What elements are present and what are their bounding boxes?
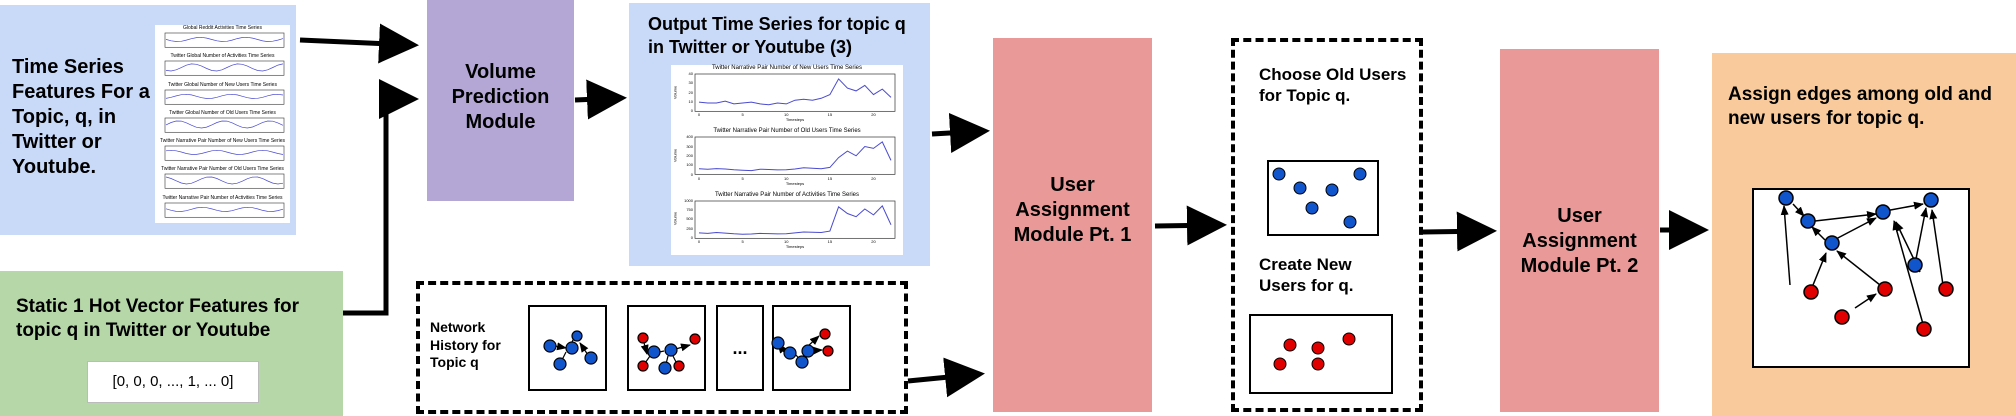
output-x-tick: 15 [827, 112, 833, 118]
final-graph [1778, 190, 1954, 337]
time-series-features-title: Time Series Features For a Topic, q, in … [12, 56, 150, 178]
thumbnail-plot [164, 145, 285, 161]
network-history-title: Network History for Topic q [430, 319, 501, 370]
output-chart-title: Twitter Narrative Pair Number of Activit… [714, 191, 860, 198]
ellipsis-label: ... [732, 338, 748, 358]
thumbnail-plot [164, 60, 285, 76]
old-users-nodes [1272, 167, 1367, 229]
output-xlabel: Timesteps [785, 180, 805, 186]
output-y-tick: 750 [686, 207, 693, 212]
output-charts: Twitter Narrative Pair Number of New Use… [671, 65, 903, 255]
arrow-assign1-to-users [1154, 205, 1227, 246]
output-x-tick: 5 [741, 112, 744, 118]
user-assignment-pt1-title: User Assignment Module Pt. 1 [1013, 174, 1132, 246]
static-features-title: Static 1 Hot Vector Features for topic q… [16, 296, 299, 341]
network-graph-3 [771, 328, 834, 369]
new-users-title: Create New Users for q. [1259, 255, 1354, 296]
arrow-volume-to-output [574, 79, 627, 120]
thumbnail-title: Twitter Narrative Pair Number of New Use… [159, 138, 286, 145]
one-hot-vector: [0, 0, 0, ..., 1, ... 0] [87, 361, 259, 403]
output-y-tick: 400 [686, 134, 693, 140]
thumbnail-title: Twitter Global Number of Old Users Time … [169, 109, 276, 116]
thumbnail-plot [164, 174, 285, 190]
output-y-tick: 40 [688, 71, 693, 76]
flow-arrows [299, 23, 1709, 398]
arrow-users-to-assign2 [1422, 211, 1497, 252]
output-chart-plot [694, 200, 896, 239]
thumbnail-title: Twitter Global Number of New Users Time … [168, 81, 277, 88]
output-chart-title: Twitter Narrative Pair Number of Old Use… [713, 128, 861, 135]
arrow-network-to-assign1 [907, 357, 985, 398]
network-snapshot-1 [528, 305, 607, 391]
output-x-tick: 10 [784, 239, 789, 244]
user-assignment-pt2-title: User Assignment Module Pt. 2 [1520, 205, 1639, 277]
output-series-line [698, 204, 892, 235]
output-y-tick: 250 [686, 225, 693, 231]
output-x-tick: 10 [784, 175, 789, 181]
output-xlabel: Timesteps [785, 244, 805, 249]
new-users-nodes [1273, 332, 1356, 371]
thumbnail-title: Global Reddit Activities Time Series [183, 25, 262, 31]
output-y-tick: 30 [688, 80, 693, 86]
new-users-box [1249, 314, 1393, 394]
feature-thumbnails: Global Reddit Activities Time Series Twit… [155, 25, 290, 223]
output-x-tick: 0 [697, 112, 701, 118]
output-y-tick: 0 [690, 108, 693, 114]
thumbnail-title: Twitter Narrative Pair Number of Old Use… [161, 166, 284, 173]
output-xlabel: Timesteps [785, 117, 805, 123]
output-y-tick: 10 [688, 99, 693, 104]
arrow-output-to-assign1 [931, 113, 990, 153]
users-selection-panel: Choose Old Users for Topic q. Create New… [1231, 38, 1423, 412]
output-x-tick: 5 [741, 239, 744, 244]
user-assignment-module-pt2: User Assignment Module Pt. 2 [1500, 49, 1659, 412]
output-time-series-panel: Output Time Series for topic q in Twitte… [629, 3, 930, 266]
network-graph-1 [543, 330, 598, 371]
output-series-line [698, 78, 892, 106]
static-features-panel: Static 1 Hot Vector Features for topic q… [0, 271, 343, 416]
output-time-series-title: Output Time Series for topic q in Twitte… [648, 14, 906, 57]
output-x-tick: 20 [871, 112, 876, 118]
thumbnail-plot [164, 117, 285, 133]
output-chart-plot [694, 136, 896, 176]
output-x-tick: 0 [697, 175, 701, 181]
output-series-line [698, 141, 892, 172]
user-assignment-module-pt1: User Assignment Module Pt. 1 [993, 38, 1152, 412]
output-y-tick: 1000 [684, 197, 693, 203]
output-chart-plot [694, 73, 896, 112]
output-y-tick: 200 [686, 153, 693, 158]
output-x-tick: 5 [741, 175, 744, 181]
output-y-tick: 300 [686, 143, 693, 149]
output-y-tick: 100 [686, 162, 693, 168]
thumbnail-plot [164, 89, 285, 105]
old-users-title: Choose Old Users for Topic q. [1259, 65, 1407, 106]
network-snapshot-ellipsis: ... [716, 305, 764, 391]
output-y-tick: 500 [686, 216, 693, 222]
output-x-tick: 10 [784, 112, 789, 118]
thumbnail-title: Twitter Narrative Pair Number of Activit… [162, 194, 283, 201]
output-y-tick: 0 [690, 171, 693, 177]
network-graph-2 [637, 332, 701, 375]
volume-prediction-title: Volume Prediction Module [451, 61, 550, 133]
output-x-tick: 15 [827, 175, 833, 181]
arrow-features-to-volume [299, 23, 419, 64]
output-y-tick: 20 [688, 89, 693, 95]
output-chart-title: Twitter Narrative Pair Number of New Use… [711, 65, 863, 71]
output-y-tick: 0 [690, 235, 693, 240]
output-x-tick: 15 [827, 239, 833, 244]
output-x-tick: 0 [697, 239, 701, 244]
network-snapshot-2 [627, 305, 706, 391]
output-x-tick: 20 [871, 239, 876, 244]
assign-edges-title: Assign edges among old and new users for… [1728, 84, 1992, 129]
thumbnail-plot [164, 32, 285, 48]
arrow-static-to-volume [343, 79, 419, 316]
assign-edges-panel: Assign edges among old and new users for… [1712, 53, 2016, 416]
time-series-features-panel: Time Series Features For a Topic, q, in … [0, 5, 296, 235]
thumbnail-title: Twitter Global Number of Activities Time… [170, 53, 275, 60]
thumbnail-plot [164, 202, 285, 218]
volume-prediction-module: Volume Prediction Module [427, 0, 574, 201]
output-x-tick: 20 [871, 175, 876, 181]
